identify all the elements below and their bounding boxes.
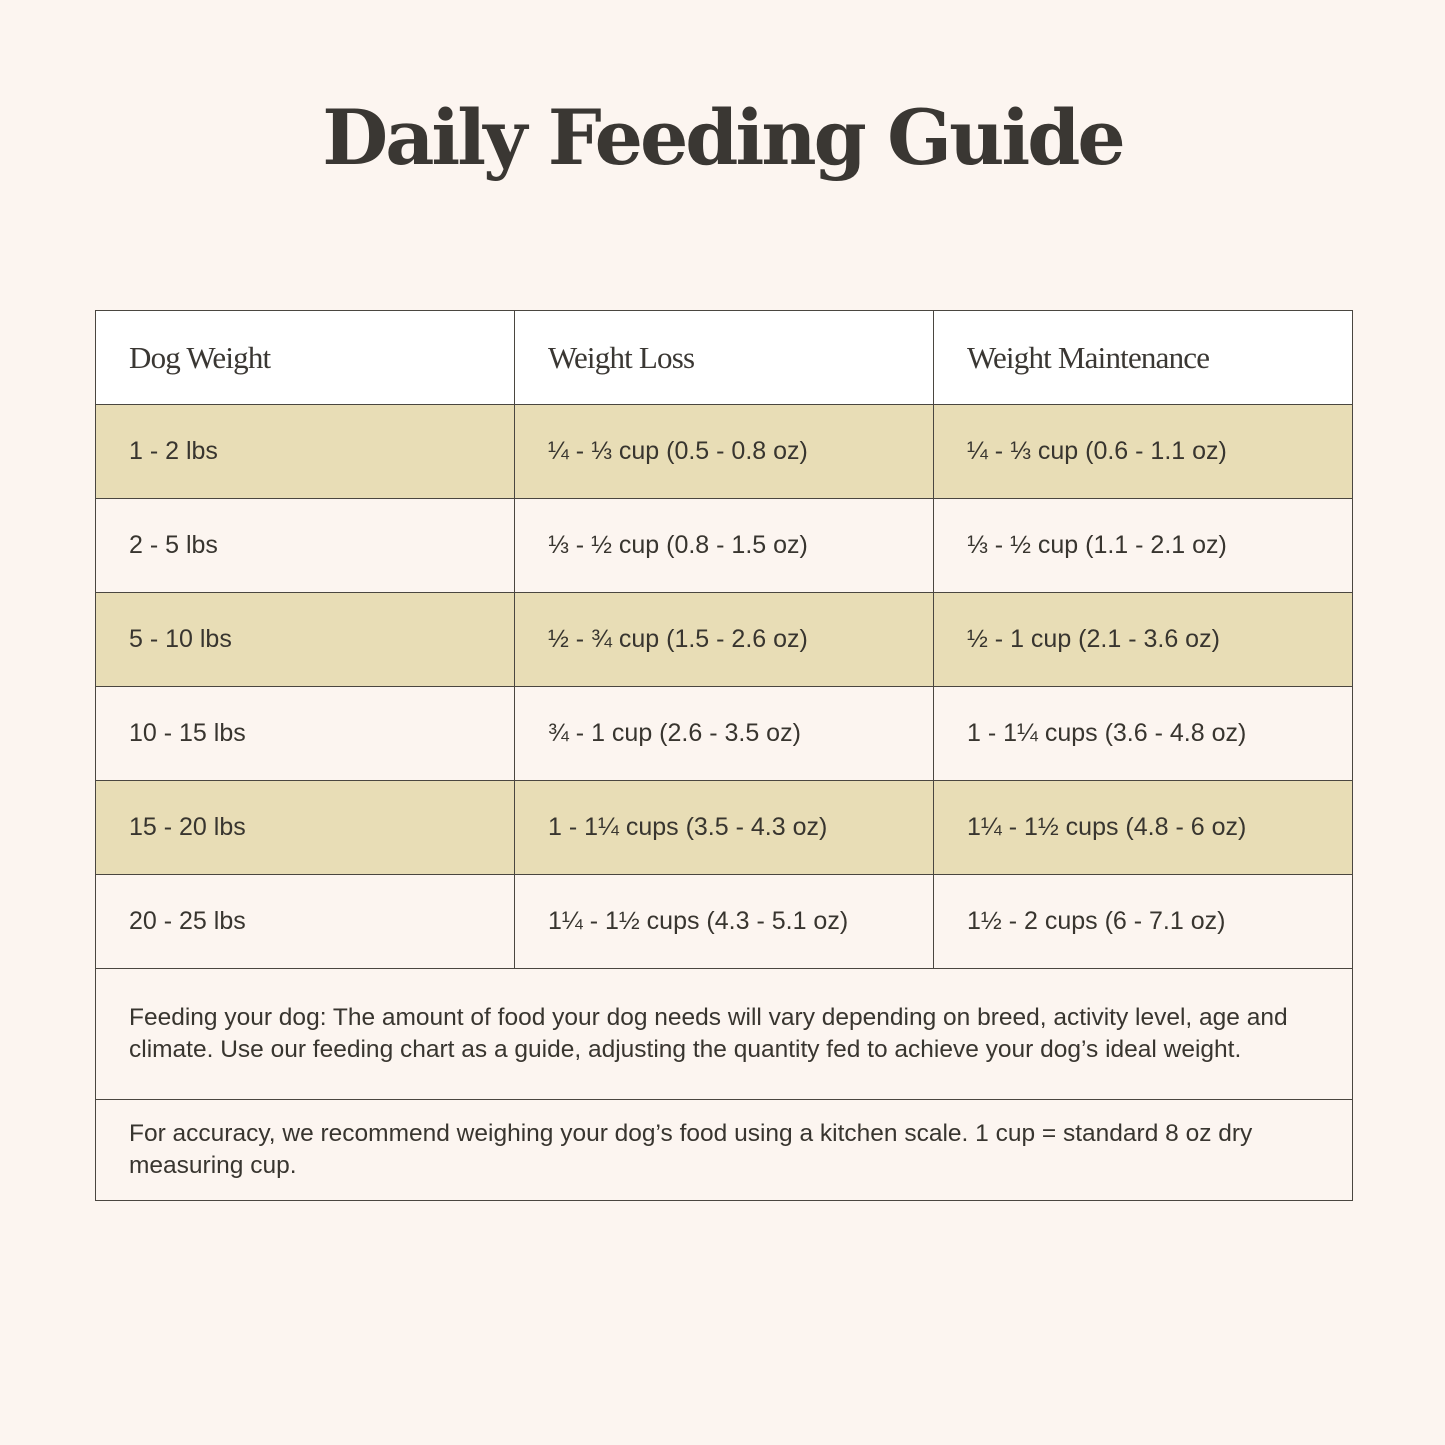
accuracy-note-row: For accuracy, we recommend weighing your… [95,1099,1353,1201]
table-header-row: Dog Weight Weight Loss Weight Maintenanc… [95,310,1353,405]
cell-weight-maintenance: 1½ - 2 cups (6 - 7.1 oz) [933,874,1353,969]
cell-dog-weight: 1 - 2 lbs [95,404,515,499]
cell-dog-weight: 10 - 15 lbs [95,686,515,781]
table-row: 15 - 20 lbs 1 - 1¼ cups (3.5 - 4.3 oz) 1… [95,780,1353,875]
cell-dog-weight: 20 - 25 lbs [95,874,515,969]
cell-weight-loss: ⅓ - ½ cup (0.8 - 1.5 oz) [514,498,934,593]
table-row: 1 - 2 lbs ¼ - ⅓ cup (0.5 - 0.8 oz) ¼ - ⅓… [95,404,1353,499]
cell-weight-maintenance: 1 - 1¼ cups (3.6 - 4.8 oz) [933,686,1353,781]
cell-weight-maintenance: ⅓ - ½ cup (1.1 - 2.1 oz) [933,498,1353,593]
cell-weight-maintenance: 1¼ - 1½ cups (4.8 - 6 oz) [933,780,1353,875]
cell-weight-maintenance: ¼ - ⅓ cup (0.6 - 1.1 oz) [933,404,1353,499]
cell-dog-weight: 2 - 5 lbs [95,498,515,593]
header-weight-loss: Weight Loss [514,310,934,405]
cell-weight-loss: ¾ - 1 cup (2.6 - 3.5 oz) [514,686,934,781]
cell-dog-weight: 15 - 20 lbs [95,780,515,875]
cell-weight-loss: ¼ - ⅓ cup (0.5 - 0.8 oz) [514,404,934,499]
cell-weight-loss: 1 - 1¼ cups (3.5 - 4.3 oz) [514,780,934,875]
table-row: 2 - 5 lbs ⅓ - ½ cup (0.8 - 1.5 oz) ⅓ - ½… [95,498,1353,593]
table-row: 5 - 10 lbs ½ - ¾ cup (1.5 - 2.6 oz) ½ - … [95,592,1353,687]
feeding-note-row: Feeding your dog: The amount of food you… [95,968,1353,1100]
page-title: Daily Feeding Guide [322,93,1125,182]
cell-weight-maintenance: ½ - 1 cup (2.1 - 3.6 oz) [933,592,1353,687]
accuracy-note: For accuracy, we recommend weighing your… [95,1099,1353,1201]
header-weight-maintenance: Weight Maintenance [933,310,1353,405]
table-row: 10 - 15 lbs ¾ - 1 cup (2.6 - 3.5 oz) 1 -… [95,686,1353,781]
feeding-note: Feeding your dog: The amount of food you… [95,968,1353,1100]
header-dog-weight: Dog Weight [95,310,515,405]
table-row: 20 - 25 lbs 1¼ - 1½ cups (4.3 - 5.1 oz) … [95,874,1353,969]
feeding-guide-table: Dog Weight Weight Loss Weight Maintenanc… [95,310,1353,1201]
cell-weight-loss: ½ - ¾ cup (1.5 - 2.6 oz) [514,592,934,687]
cell-dog-weight: 5 - 10 lbs [95,592,515,687]
cell-weight-loss: 1¼ - 1½ cups (4.3 - 5.1 oz) [514,874,934,969]
